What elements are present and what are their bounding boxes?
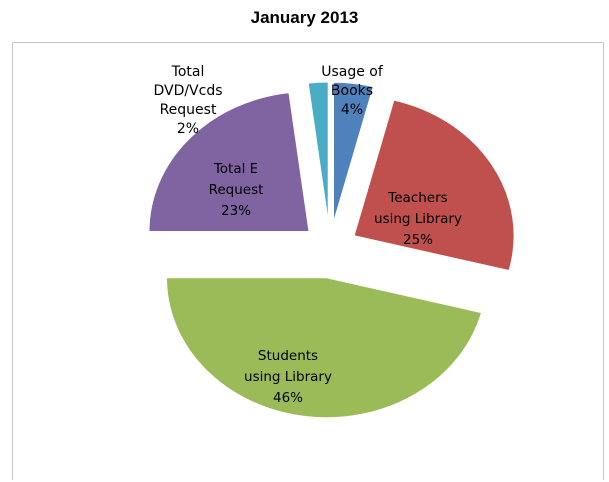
chart-frame	[12, 42, 604, 480]
data-label-line: using Library	[244, 369, 332, 385]
data-label-line: 2%	[177, 121, 199, 137]
data-label-line: Request	[160, 102, 217, 118]
data-label-line: 46%	[273, 390, 303, 406]
data-label-line: Usage of	[321, 64, 384, 80]
pie-slice-usage-of-books	[333, 81, 374, 223]
data-label-teachers-using-library: Teachers using Library 25%	[374, 190, 462, 248]
data-label-line: DVD/Vcds	[153, 83, 222, 99]
data-label-line: Books	[331, 83, 373, 99]
pie-slice-students-using-library	[165, 277, 483, 419]
data-label-line: Total	[171, 64, 205, 80]
data-label-students-using-library: Students using Library 46%	[244, 348, 332, 406]
data-label-line: 4%	[341, 102, 363, 118]
data-label-line: Total E	[213, 161, 258, 177]
data-label-total-dvd-vcds-request: Total DVD/Vcds Request 2%	[153, 64, 222, 137]
data-label-line: using Library	[374, 211, 462, 227]
data-label-line: 23%	[221, 203, 251, 219]
data-label-total-e-request: Total E Request 23%	[209, 161, 264, 219]
chart-title: January 2013	[250, 8, 359, 27]
data-label-line: Request	[209, 182, 264, 198]
data-label-usage-of-books: Usage of Books 4%	[321, 64, 384, 118]
pie-slice-total-e-request	[148, 92, 310, 232]
data-label-line: 25%	[403, 232, 433, 248]
pie-slice-total-dvd-vcds-request	[307, 81, 329, 223]
data-label-line: Teachers	[387, 190, 447, 206]
pie-slice-teachers-using-library	[353, 99, 515, 272]
data-label-line: Students	[258, 348, 318, 364]
